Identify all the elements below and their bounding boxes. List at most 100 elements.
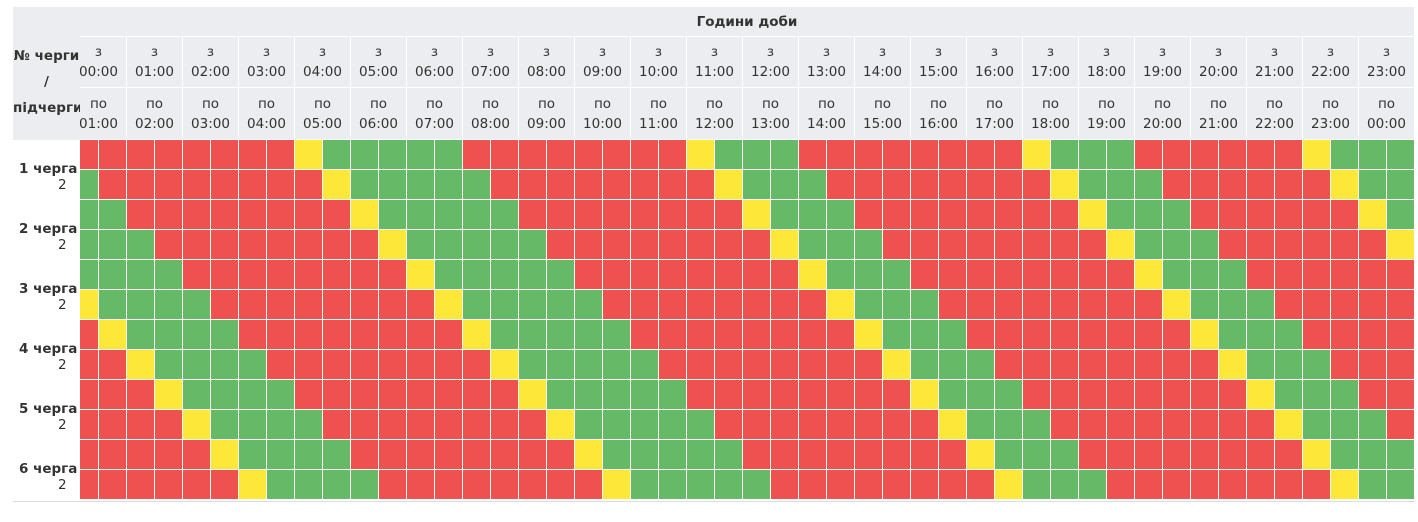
outage-cell bbox=[463, 320, 491, 350]
outage-cell bbox=[323, 380, 351, 410]
table-title: Години доби bbox=[80, 7, 1415, 37]
prefix: з bbox=[206, 44, 215, 60]
outage-cell bbox=[435, 200, 463, 230]
outage-cell bbox=[99, 260, 127, 290]
outage-cell bbox=[351, 140, 379, 170]
hour-from: з 06:00 bbox=[407, 37, 463, 88]
outage-cell bbox=[239, 290, 267, 320]
outage-cell bbox=[603, 170, 631, 200]
outage-cell bbox=[1387, 350, 1415, 380]
outage-cell bbox=[743, 230, 771, 260]
outage-cell bbox=[295, 200, 323, 230]
outage-cell bbox=[631, 140, 659, 170]
outage-cell bbox=[967, 290, 995, 320]
outage-cell bbox=[323, 470, 351, 500]
outage-cell bbox=[1023, 200, 1051, 230]
outage-cell bbox=[547, 470, 575, 500]
prefix: з bbox=[318, 44, 327, 60]
outage-cell bbox=[715, 320, 743, 350]
time: 23:00 bbox=[1311, 116, 1350, 132]
outage-cell bbox=[1135, 260, 1163, 290]
outage-cell bbox=[519, 140, 547, 170]
outage-cell bbox=[295, 170, 323, 200]
outage-cell bbox=[211, 470, 239, 500]
time: 08:00 bbox=[527, 64, 566, 80]
outage-cell bbox=[267, 200, 295, 230]
outage-cell bbox=[827, 230, 855, 260]
prefix: по bbox=[257, 96, 276, 112]
outage-cell bbox=[435, 230, 463, 260]
outage-cell bbox=[491, 320, 519, 350]
outage-cell bbox=[127, 230, 155, 260]
prefix: з bbox=[598, 44, 607, 60]
outage-cell bbox=[1247, 440, 1275, 470]
outage-cell bbox=[1247, 230, 1275, 260]
outage-cell bbox=[1303, 380, 1331, 410]
outage-cell bbox=[491, 470, 519, 500]
outage-cell bbox=[80, 320, 99, 350]
outage-cell bbox=[519, 470, 547, 500]
prefix: по bbox=[985, 96, 1004, 112]
outage-cell bbox=[1023, 230, 1051, 260]
corner-line: № черги bbox=[13, 48, 80, 64]
outage-cell bbox=[659, 230, 687, 260]
outage-cell bbox=[239, 440, 267, 470]
outage-cell bbox=[407, 230, 435, 260]
outage-cell bbox=[1275, 260, 1303, 290]
prefix: по bbox=[313, 96, 332, 112]
outage-cell bbox=[183, 230, 211, 260]
outage-cell bbox=[155, 230, 183, 260]
time: 20:00 bbox=[1143, 116, 1182, 132]
queue-label: 4 черга bbox=[19, 341, 78, 357]
outage-cell bbox=[939, 320, 967, 350]
prefix: з bbox=[710, 44, 719, 60]
outage-cell bbox=[967, 350, 995, 380]
outage-cell bbox=[1275, 290, 1303, 320]
outage-cell bbox=[1331, 350, 1359, 380]
outage-cell bbox=[799, 470, 827, 500]
outage-cell bbox=[323, 350, 351, 380]
queue-label: 2 черга bbox=[19, 221, 78, 237]
outage-cell bbox=[631, 200, 659, 230]
outage-cell bbox=[1387, 410, 1415, 440]
outage-cell bbox=[1079, 230, 1107, 260]
outage-cell bbox=[267, 140, 295, 170]
outage-cell bbox=[1107, 470, 1135, 500]
hour-to: по 15:00 bbox=[855, 88, 911, 140]
outage-cell bbox=[1331, 290, 1359, 320]
outage-cell bbox=[379, 260, 407, 290]
outage-cell bbox=[827, 320, 855, 350]
outage-cell bbox=[1219, 320, 1247, 350]
outage-cell bbox=[1219, 440, 1247, 470]
outage-cell bbox=[631, 440, 659, 470]
outage-cell bbox=[519, 260, 547, 290]
outage-cell bbox=[911, 320, 939, 350]
time: 22:00 bbox=[1311, 64, 1350, 80]
outage-cell bbox=[1023, 380, 1051, 410]
outage-cell bbox=[127, 140, 155, 170]
time: 05:00 bbox=[359, 64, 398, 80]
outage-cell bbox=[1275, 470, 1303, 500]
outage-cell bbox=[1219, 410, 1247, 440]
outage-cell bbox=[1191, 440, 1219, 470]
outage-cell bbox=[80, 230, 99, 260]
outage-cell bbox=[1387, 200, 1415, 230]
outage-cell bbox=[575, 320, 603, 350]
outage-cell bbox=[967, 140, 995, 170]
outage-cell bbox=[659, 260, 687, 290]
hour-from: з 10:00 bbox=[631, 37, 687, 88]
outage-cell bbox=[295, 350, 323, 380]
outage-cell bbox=[1135, 410, 1163, 440]
outage-cell bbox=[267, 350, 295, 380]
outage-cell bbox=[127, 410, 155, 440]
outage-cell bbox=[183, 470, 211, 500]
outage-cell bbox=[799, 410, 827, 440]
outage-cell bbox=[351, 230, 379, 260]
outage-cell bbox=[407, 290, 435, 320]
outage-cell bbox=[323, 170, 351, 200]
outage-cell bbox=[1023, 350, 1051, 380]
outage-cell bbox=[603, 140, 631, 170]
outage-cell bbox=[379, 230, 407, 260]
outage-cell bbox=[687, 320, 715, 350]
time: 19:00 bbox=[1143, 64, 1182, 80]
